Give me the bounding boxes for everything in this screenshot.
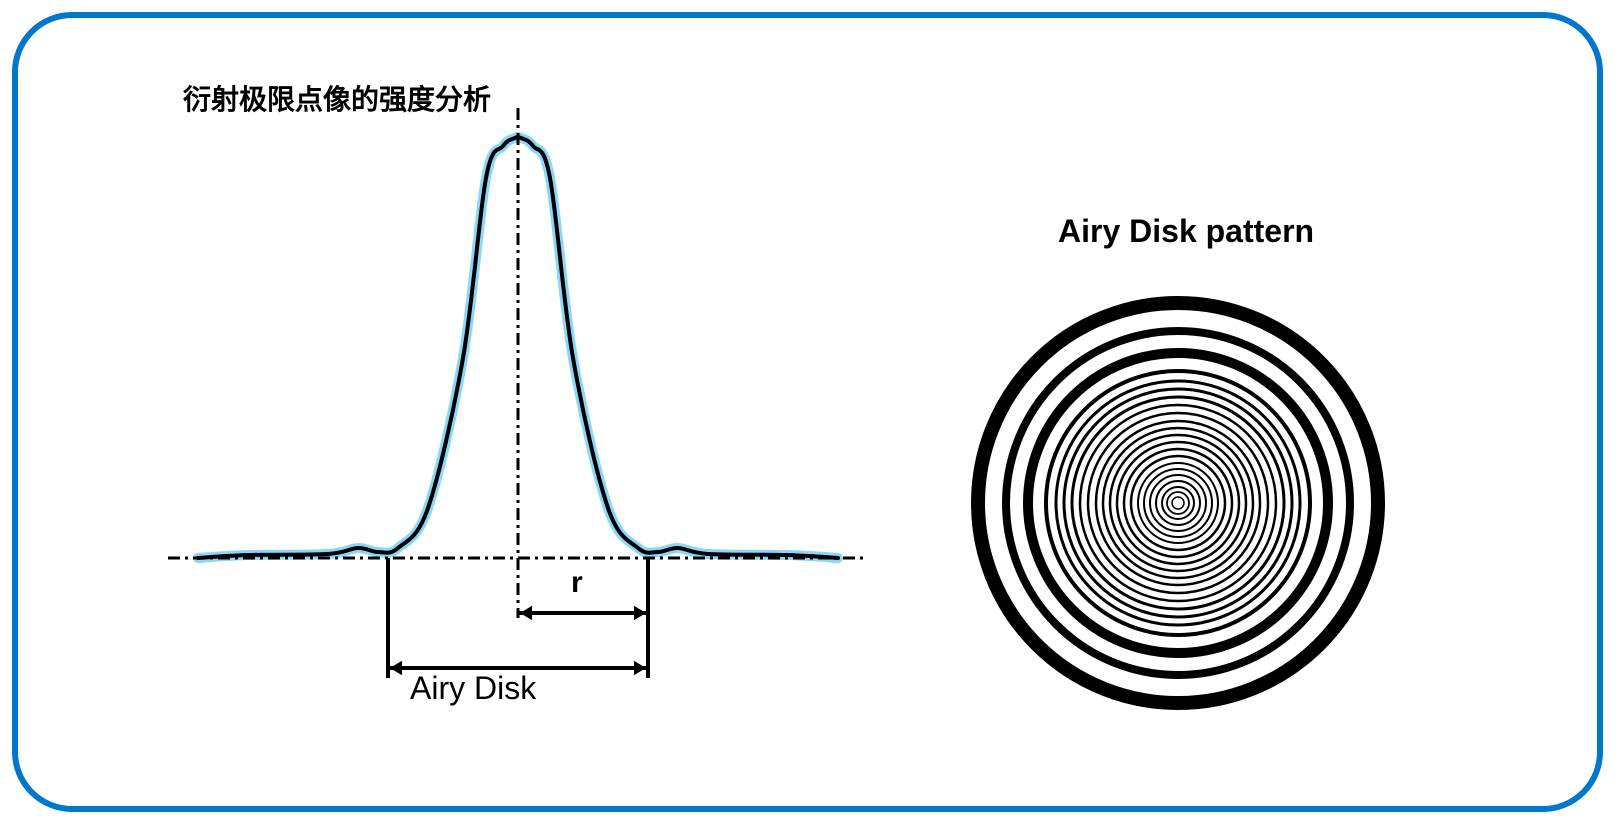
airy-ring [1150,475,1206,531]
airy-ring [1167,492,1189,514]
airy-ring [1088,413,1268,593]
diagram-frame: 衍射极限点像的强度分析 [12,12,1603,812]
airy-ring [1131,456,1225,550]
airy-ring [978,303,1378,703]
right-panel: Airy Disk pattern [938,213,1438,733]
airy-profile-chart [168,68,868,738]
airy-ring [1096,421,1260,585]
airy-ring [1046,371,1310,635]
airy-ring [1064,389,1292,617]
airy-ring [1056,381,1300,625]
airy-ring [1117,442,1239,564]
r-label: r [571,566,583,600]
left-panel: 衍射极限点像的强度分析 [168,58,868,738]
pattern-title: Airy Disk pattern [1058,213,1314,250]
r-dimension-arrow [518,606,648,620]
airy-ring [1172,497,1184,509]
airy-ring [1124,449,1232,557]
airy-ring [1103,428,1253,578]
airy-disk-label: Airy Disk [410,670,536,707]
airy-disk-pattern [968,293,1388,713]
airy-ring [1006,331,1350,675]
airy-ring [1144,469,1212,537]
